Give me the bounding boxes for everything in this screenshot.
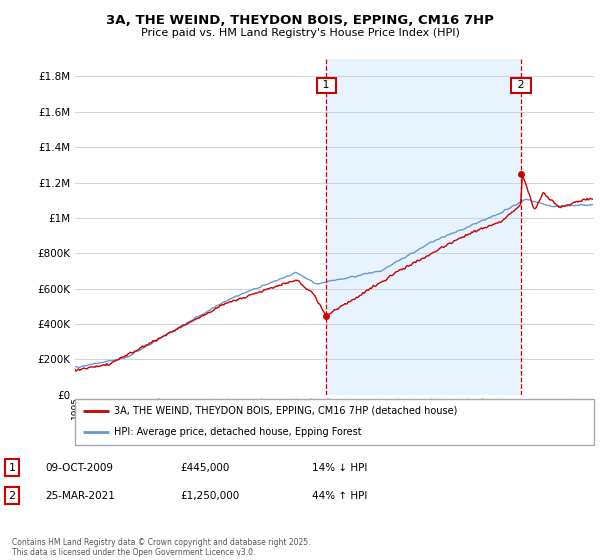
Text: 3A, THE WEIND, THEYDON BOIS, EPPING, CM16 7HP: 3A, THE WEIND, THEYDON BOIS, EPPING, CM1… (106, 14, 494, 27)
Text: 2: 2 (8, 491, 16, 501)
Text: 1: 1 (8, 463, 16, 473)
Text: 1: 1 (319, 80, 334, 90)
Text: Price paid vs. HM Land Registry's House Price Index (HPI): Price paid vs. HM Land Registry's House … (140, 28, 460, 38)
Text: 3A, THE WEIND, THEYDON BOIS, EPPING, CM16 7HP (detached house): 3A, THE WEIND, THEYDON BOIS, EPPING, CM1… (114, 406, 457, 416)
Text: HPI: Average price, detached house, Epping Forest: HPI: Average price, detached house, Eppi… (114, 427, 362, 437)
Text: Contains HM Land Registry data © Crown copyright and database right 2025.
This d: Contains HM Land Registry data © Crown c… (12, 538, 311, 557)
Bar (326, 59, 521, 395)
Text: 09-OCT-2009: 09-OCT-2009 (45, 463, 113, 473)
Text: 44% ↑ HPI: 44% ↑ HPI (312, 491, 367, 501)
Text: £1,250,000: £1,250,000 (180, 491, 239, 501)
Text: £445,000: £445,000 (180, 463, 229, 473)
Text: 2: 2 (514, 80, 529, 90)
Text: 25-MAR-2021: 25-MAR-2021 (45, 491, 115, 501)
Text: 14% ↓ HPI: 14% ↓ HPI (312, 463, 367, 473)
